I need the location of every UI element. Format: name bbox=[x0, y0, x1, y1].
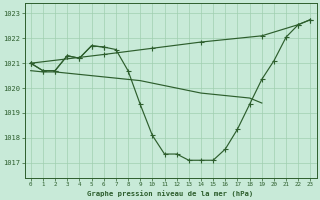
X-axis label: Graphe pression niveau de la mer (hPa): Graphe pression niveau de la mer (hPa) bbox=[87, 190, 254, 197]
